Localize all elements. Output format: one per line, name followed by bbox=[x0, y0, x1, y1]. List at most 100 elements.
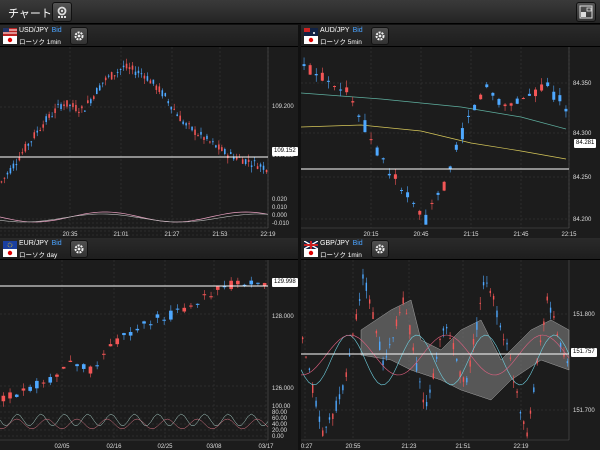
price-chart[interactable]: 20:35 21:01 21:27 21:53 22:19 109.200 0.020 0.0… bbox=[0, 47, 298, 238]
candle-body bbox=[381, 158, 385, 160]
candle-body bbox=[148, 324, 153, 326]
candle-body bbox=[499, 325, 502, 328]
candle-body bbox=[259, 164, 262, 167]
panel-header: GBP/JPY Bid ローソク 1min bbox=[301, 238, 600, 260]
candle-body bbox=[122, 333, 126, 336]
y-tick-label: 0.020 bbox=[272, 197, 288, 203]
candle-body bbox=[348, 355, 351, 357]
candle-body bbox=[400, 189, 403, 191]
candle-body bbox=[368, 299, 371, 304]
candle-body bbox=[326, 80, 330, 82]
y-tick-label: 84.300 bbox=[573, 131, 592, 137]
candle-body bbox=[142, 321, 146, 324]
price-chart[interactable]: 20:2720:5521:2321:5122:19151.800151.7501… bbox=[301, 260, 600, 450]
candle-body bbox=[41, 382, 46, 384]
x-tick-label: 22:19 bbox=[260, 232, 276, 238]
candle-body bbox=[33, 132, 36, 139]
side-label: Bid bbox=[51, 27, 62, 34]
panel-settings-button[interactable] bbox=[70, 240, 88, 258]
candle-body bbox=[242, 284, 247, 286]
candle-body bbox=[491, 92, 495, 96]
candle-body bbox=[265, 169, 268, 173]
candle-body bbox=[424, 214, 428, 225]
candle-body bbox=[459, 371, 461, 378]
candle-body bbox=[506, 342, 508, 345]
candle-body bbox=[355, 314, 357, 320]
gear-icon bbox=[74, 244, 84, 254]
candle-body bbox=[78, 111, 80, 114]
panel-settings-button[interactable] bbox=[371, 240, 389, 258]
price-level-label: 109.152 bbox=[272, 153, 294, 159]
candle-body bbox=[182, 121, 184, 124]
candle-body bbox=[442, 181, 446, 191]
candle-body bbox=[385, 356, 388, 358]
candle-body bbox=[540, 84, 544, 91]
window-switch-button[interactable] bbox=[576, 2, 596, 22]
candle-body bbox=[35, 380, 39, 389]
candle-body bbox=[473, 104, 477, 111]
candle-body bbox=[84, 110, 86, 112]
candle-body bbox=[0, 181, 3, 183]
candle-body bbox=[519, 411, 522, 414]
candle-body bbox=[262, 282, 267, 286]
candle-body bbox=[333, 86, 336, 88]
layout-settings-button[interactable] bbox=[52, 2, 72, 22]
candle-body bbox=[456, 358, 458, 361]
stochastic-k-line bbox=[0, 413, 269, 427]
x-tick-label: 20:15 bbox=[363, 232, 379, 238]
chart-panel-eurjpy[interactable]: EUR/JPY Bid ローソク day 02/05 02/16 02/25 03/08… bbox=[0, 238, 298, 450]
candle-body bbox=[442, 328, 445, 331]
candle-body bbox=[189, 305, 193, 307]
chart-panel-audjpy[interactable]: AUD/JPY Bid ローソク 5min 20:15 20:45 21:15 21:4… bbox=[301, 25, 600, 238]
gear-icon bbox=[375, 244, 385, 254]
candle-body bbox=[203, 137, 205, 140]
candle-body bbox=[88, 366, 93, 374]
candle-body bbox=[131, 65, 134, 70]
candle-body bbox=[170, 106, 173, 110]
x-tick-label: 03/08 bbox=[206, 444, 222, 450]
chart-type-label: ローソク 5min bbox=[320, 39, 362, 46]
candle-body bbox=[215, 145, 217, 148]
aud-jpy-flag-icon bbox=[304, 28, 318, 44]
candle-body bbox=[342, 385, 344, 391]
panel-header: AUD/JPY Bid ローソク 5min bbox=[301, 25, 600, 47]
panel-settings-button[interactable] bbox=[70, 27, 88, 45]
candle-body bbox=[12, 163, 15, 169]
candle-body bbox=[338, 394, 341, 400]
candle-body bbox=[559, 342, 562, 348]
candle-body bbox=[122, 65, 125, 68]
candle-body bbox=[21, 388, 26, 391]
candle-body bbox=[409, 325, 411, 335]
candle-body bbox=[45, 116, 47, 122]
candle-body bbox=[546, 296, 548, 301]
chart-panel-usdjpy[interactable]: USD/JPY Bid ローソク 1min 20:35 21:01 21:27 21:5… bbox=[0, 25, 298, 238]
candle-body bbox=[486, 282, 488, 284]
candle-body bbox=[81, 364, 86, 369]
candle-body bbox=[194, 129, 196, 135]
candle-body bbox=[195, 303, 200, 305]
candle-body bbox=[215, 286, 220, 290]
chart-type-label: ローソク 1min bbox=[19, 39, 61, 46]
y-tick-label: 40.00 bbox=[272, 422, 288, 428]
candle-body bbox=[143, 75, 146, 79]
candle-body bbox=[564, 108, 568, 112]
candle-body bbox=[158, 86, 161, 92]
y-tick-label: 151.700 bbox=[573, 408, 595, 414]
panel-settings-button[interactable] bbox=[371, 27, 389, 45]
candle-body bbox=[462, 377, 465, 382]
candle-body bbox=[8, 392, 12, 399]
x-tick-label: 20:27 bbox=[301, 444, 313, 450]
window-layout-icon bbox=[579, 5, 593, 19]
symbol-label: EUR/JPY bbox=[19, 240, 49, 247]
candle-body bbox=[412, 202, 416, 204]
candle-body bbox=[415, 363, 418, 371]
price-chart[interactable]: 20:15 20:45 21:15 21:45 22:15 84.350 84.300 84.… bbox=[301, 47, 600, 238]
stochastic-d-line bbox=[0, 418, 269, 430]
candle-body bbox=[75, 104, 77, 112]
price-chart[interactable]: 02/05 02/16 02/25 03/08 03/17 128.000 126.000 1… bbox=[0, 260, 298, 450]
y-tick-label: 0.00 bbox=[272, 434, 284, 440]
candle-body bbox=[229, 280, 233, 290]
symbol-label: USD/JPY bbox=[19, 27, 49, 34]
y-tick-label: 0.010 bbox=[272, 205, 288, 211]
